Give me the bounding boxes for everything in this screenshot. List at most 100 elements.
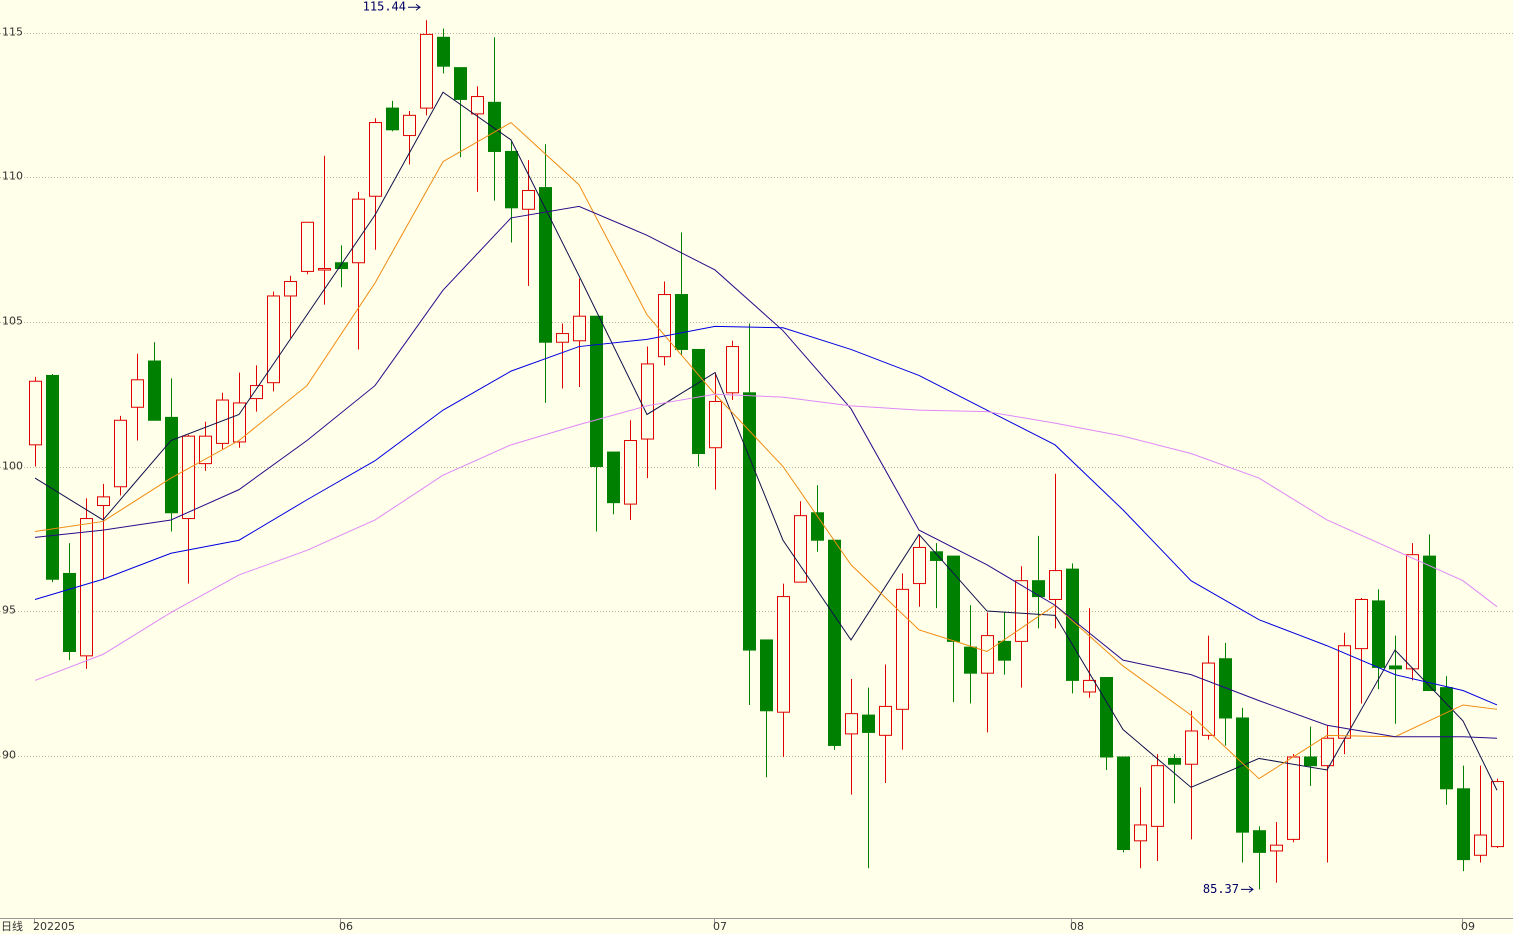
candle-up [896,588,909,710]
candle-down [607,451,620,504]
candle-up [624,440,637,505]
candle-up [522,189,535,210]
candle-down [930,551,943,561]
candle-up [250,385,263,400]
x-tick-label: 08 [1070,920,1084,933]
candle-down [998,640,1011,661]
x-tick-label: 09 [1461,920,1475,933]
candle-up [267,295,280,384]
candle-up [1338,645,1351,739]
moving-average-line [34,91,1498,791]
y-tick-label: 110 [2,170,23,183]
moving-average-line [34,393,1498,681]
candle-down [743,392,756,651]
candle-up [794,515,807,583]
candle-up [1134,824,1147,842]
candle-up [1491,781,1504,848]
candle-up [199,435,212,465]
candle-up [301,221,314,272]
candle-up [471,96,484,115]
candle-down [454,67,467,100]
candle-up [97,496,110,507]
candle-down [1389,665,1402,670]
x-tick-label: 06 [339,920,353,933]
candle-down [1440,687,1453,790]
candle-down [1100,677,1113,758]
candle-up [556,333,569,343]
candle-down [46,374,59,580]
moving-average-line [34,325,1498,706]
candle-down [964,646,977,674]
candle-up [1185,730,1198,765]
candle-up [1406,554,1419,670]
candle-down [539,187,552,343]
candle-up [726,346,739,394]
y-tick-label: 90 [2,749,16,762]
candle-up [573,315,586,342]
candle-up [1474,834,1487,856]
candle-up [1049,570,1062,600]
candle-up [403,114,416,137]
candle-down [760,639,773,712]
candle-down [692,348,705,455]
candle-up [233,402,246,443]
candle-down [675,294,688,350]
candle-down [1168,757,1181,765]
candle-down [1423,555,1436,692]
y-tick-label: 105 [2,315,23,328]
y-tick-label: 115 [2,26,23,39]
candle-up [879,705,892,736]
candle-up [1202,662,1215,736]
extreme-label: 115.44 [363,0,406,14]
candle-up [1015,580,1028,642]
candle-up [182,435,195,520]
candle-up [1270,844,1283,852]
candle-down [488,101,501,152]
candle-down [947,555,960,642]
moving-average-line [34,121,1498,780]
candle-down [165,416,178,514]
candle-down [1304,756,1317,767]
candle-up [777,596,790,713]
candle-down [828,539,841,746]
candle-down [590,315,603,468]
candle-up [913,546,926,585]
candle-up [1151,765,1164,827]
candle-up [420,33,433,109]
candle-down [505,150,518,209]
candle-up [369,122,382,197]
y-tick-label: 95 [2,604,16,617]
candle-up [352,198,365,264]
candle-up [658,294,671,358]
candle-down [335,262,348,270]
candle-down [1372,600,1385,668]
y-tick-label: 100 [2,460,23,473]
extreme-label: 85.37 [1203,882,1239,896]
candle-up [1083,679,1096,693]
x-tick-label: 07 [713,920,727,933]
candle-up [1287,756,1300,840]
candle-down [63,572,76,653]
candle-down [148,360,161,421]
candle-up [80,518,93,657]
period-label: 日线 [1,919,23,933]
candle-down [811,512,824,541]
extreme-arrow [408,3,421,11]
candle-up [709,400,722,449]
candle-down [437,36,450,67]
candle-up [216,399,229,444]
candle-down [1236,717,1249,833]
candle-up [845,713,858,735]
candle-up [318,268,331,271]
candle-up [641,363,654,440]
candle-up [284,281,297,297]
candle-up [1321,737,1334,767]
extreme-arrow [1241,885,1254,893]
candle-down [862,714,875,733]
candle-up [114,419,127,488]
candle-down [1032,580,1045,598]
candle-down [386,107,399,131]
x-tick-label: 202205 [33,920,75,933]
